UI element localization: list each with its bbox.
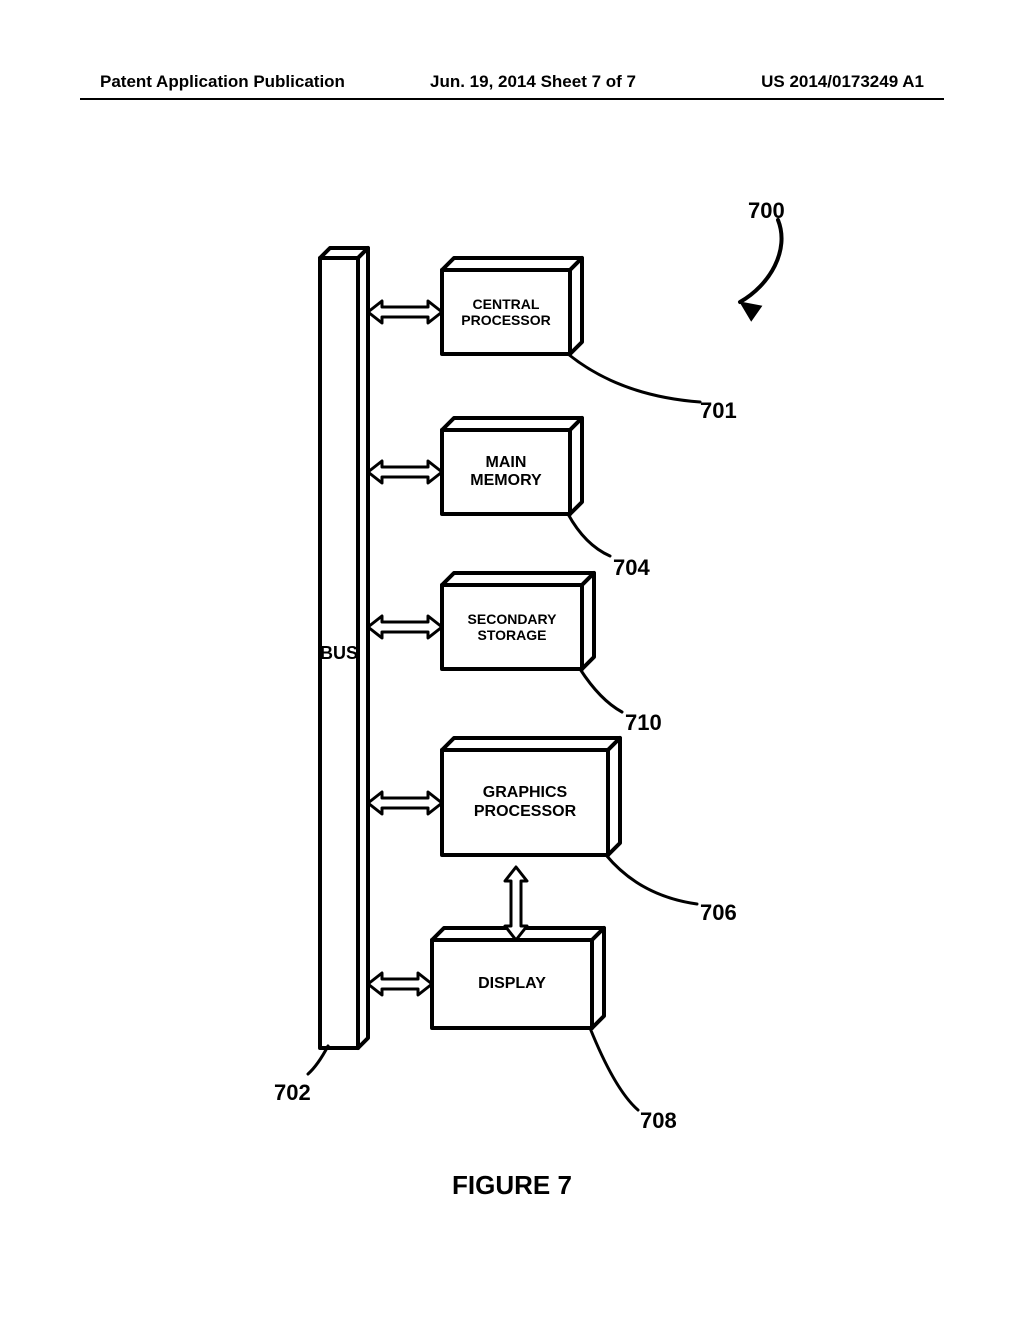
block-mainmem-label: MAINMEMORY bbox=[442, 430, 570, 514]
ref-706: 706 bbox=[700, 900, 737, 926]
figure-caption: FIGURE 7 bbox=[0, 1170, 1024, 1201]
bus-label: BUS bbox=[320, 258, 358, 1048]
ref-704: 704 bbox=[613, 555, 650, 581]
ref-708: 708 bbox=[640, 1108, 677, 1134]
ref-700: 700 bbox=[748, 198, 785, 224]
ref-702: 702 bbox=[274, 1080, 311, 1106]
page: Patent Application Publication Jun. 19, … bbox=[0, 0, 1024, 1320]
block-cpu-label: CENTRALPROCESSOR bbox=[442, 270, 570, 354]
ref-710: 710 bbox=[625, 710, 662, 736]
block-gpu-label: GRAPHICSPROCESSOR bbox=[442, 750, 608, 855]
block-secstor-label: SECONDARYSTORAGE bbox=[442, 585, 582, 669]
block-display-label: DISPLAY bbox=[432, 940, 592, 1028]
ref-701: 701 bbox=[700, 398, 737, 424]
